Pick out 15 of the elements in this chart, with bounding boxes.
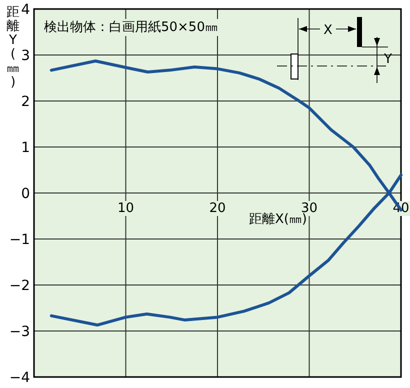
y-tick-label: 1 bbox=[21, 140, 30, 156]
y-tick-label: 2 bbox=[21, 94, 30, 110]
y-tick-label: 3 bbox=[21, 48, 30, 64]
y-tick-label: −4 bbox=[9, 370, 30, 386]
y-tick-label: −2 bbox=[9, 278, 30, 294]
x-tick-label: 10 bbox=[117, 201, 134, 216]
y-axis-title: 距離Y(㎜) bbox=[6, 5, 20, 90]
y-tick-label: −1 bbox=[9, 232, 30, 248]
text: 検出物体：白画用紙50×50㎜ bbox=[44, 20, 218, 35]
annotation: Y bbox=[383, 52, 392, 67]
annotation: X bbox=[324, 23, 333, 38]
y-tick-label: 0 bbox=[21, 186, 30, 202]
x-tick-label: 20 bbox=[209, 201, 226, 216]
y-tick-label: 4 bbox=[21, 2, 30, 18]
y-tick-label: −3 bbox=[9, 324, 30, 340]
